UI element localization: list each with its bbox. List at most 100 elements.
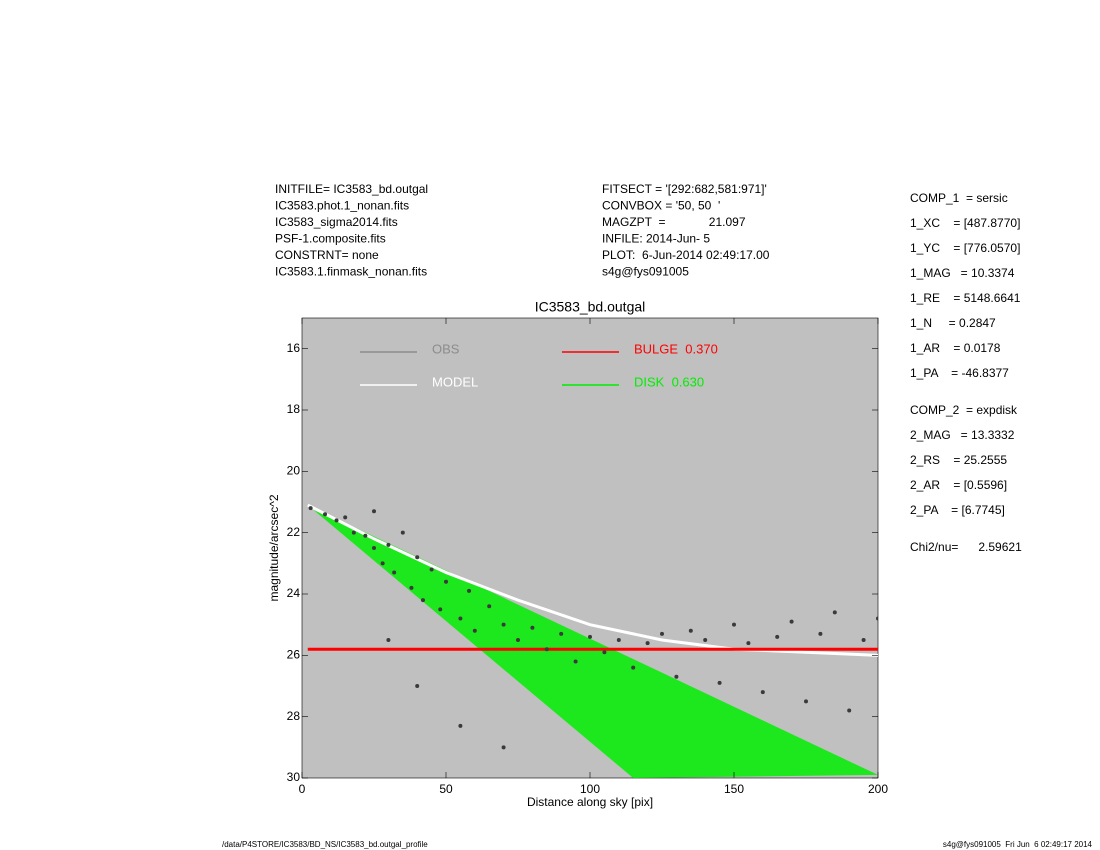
- fit-parameter: 1_XC = [487.8770]: [910, 216, 1020, 230]
- obs-point: [415, 555, 420, 560]
- y-tick-label: 18: [287, 402, 301, 416]
- obs-point: [409, 585, 414, 590]
- obs-point: [458, 723, 463, 728]
- obs-point: [588, 634, 592, 639]
- obs-point: [308, 506, 313, 511]
- obs-point: [372, 509, 376, 514]
- obs-point: [847, 708, 852, 713]
- obs-point: [420, 598, 425, 603]
- header-middle-line: CONVBOX = '50, 50 ': [602, 199, 720, 213]
- header-middle-line: s4g@fys091005: [602, 265, 689, 279]
- y-tick-label: 24: [287, 586, 301, 600]
- obs-point: [717, 680, 722, 685]
- x-tick-label: 200: [868, 782, 888, 796]
- fit-parameter: Chi2/nu= 2.59621: [910, 540, 1022, 554]
- x-tick-label: 50: [439, 782, 453, 796]
- footer-path: /data/P4STORE/IC3583/BD_NS/IC3583_bd.out…: [222, 840, 428, 849]
- obs-point: [351, 530, 356, 535]
- obs-point: [372, 546, 376, 550]
- header-middle-line: MAGZPT = 21.097: [602, 215, 746, 229]
- obs-point: [415, 684, 420, 688]
- obs-point: [559, 631, 564, 636]
- obs-point: [487, 604, 492, 609]
- obs-point: [645, 641, 650, 646]
- header-left-line: PSF-1.composite.fits: [275, 232, 386, 246]
- legend-label: BULGE 0.370: [634, 341, 718, 356]
- legend-label: OBS: [432, 341, 460, 356]
- obs-point: [400, 530, 405, 535]
- obs-point: [458, 616, 463, 621]
- obs-point: [444, 579, 448, 584]
- header-left-line: INITFILE= IC3583_bd.outgal: [275, 182, 428, 196]
- fit-parameter: COMP_1 = sersic: [910, 191, 1008, 205]
- x-tick-label: 0: [299, 782, 306, 796]
- obs-point: [775, 634, 780, 639]
- obs-point: [343, 515, 348, 520]
- y-tick-label: 16: [287, 341, 301, 355]
- obs-point: [688, 628, 693, 633]
- fit-parameter: 1_MAG = 10.3374: [910, 266, 1015, 280]
- obs-point: [472, 628, 477, 633]
- fit-parameter: 2_PA = [6.7745]: [910, 503, 1005, 517]
- obs-point: [746, 641, 751, 646]
- y-tick-label: 22: [287, 525, 301, 539]
- obs-point: [631, 665, 636, 670]
- header-middle-line: INFILE: 2014-Jun- 5: [602, 232, 710, 246]
- legend-label: MODEL: [432, 374, 478, 389]
- obs-point: [501, 745, 506, 750]
- fit-parameter: 2_RS = 25.2555: [910, 453, 1007, 467]
- footer-stamp: s4g@fys091005 Fri Jun 6 02:49:17 2014: [943, 840, 1093, 849]
- fit-parameter: 2_MAG = 13.3332: [910, 428, 1015, 442]
- obs-point: [703, 638, 708, 642]
- obs-point: [438, 607, 443, 612]
- obs-point: [832, 610, 837, 615]
- obs-point: [732, 622, 736, 627]
- fit-parameter: 1_AR = 0.0178: [910, 341, 1001, 355]
- obs-point: [386, 638, 391, 642]
- obs-point: [861, 638, 866, 642]
- x-tick-label: 150: [724, 782, 744, 796]
- y-axis-label: magnitude/arcsec^2: [267, 494, 281, 601]
- header-left-line: IC3583_sigma2014.fits: [275, 215, 398, 229]
- header-left-line: IC3583.phot.1_nonan.fits: [275, 199, 409, 213]
- fit-parameter: 2_AR = [0.5596]: [910, 478, 1007, 492]
- y-tick-label: 30: [287, 770, 301, 784]
- obs-point: [876, 616, 878, 621]
- header-left-line: IC3583.1.finmask_nonan.fits: [275, 265, 427, 279]
- obs-point: [467, 588, 472, 593]
- fit-parameter: 1_YC = [776.0570]: [910, 241, 1020, 255]
- obs-point: [380, 561, 385, 566]
- obs-point: [392, 570, 397, 575]
- obs-point: [804, 699, 808, 704]
- y-tick-label: 26: [287, 648, 301, 662]
- obs-point: [760, 690, 765, 695]
- obs-point: [323, 512, 328, 517]
- legend-label: DISK 0.630: [634, 374, 704, 389]
- fit-parameter: 1_PA = -46.8377: [910, 366, 1009, 380]
- fit-parameter: 1_N = 0.2847: [910, 316, 996, 330]
- plot-marks: [307, 503, 878, 778]
- fit-parameter: COMP_2 = expdisk: [910, 403, 1018, 417]
- obs-point: [334, 518, 339, 523]
- header-left-line: CONSTRNT= none: [275, 248, 379, 262]
- obs-point: [544, 647, 549, 652]
- obs-point: [616, 638, 621, 642]
- obs-point: [516, 638, 520, 642]
- obs-point: [602, 650, 607, 655]
- chart-title: IC3583_bd.outgal: [535, 299, 646, 315]
- obs-point: [386, 542, 391, 547]
- obs-point: [573, 659, 578, 664]
- model-line: [307, 503, 878, 657]
- obs-point: [363, 533, 368, 538]
- obs-point: [789, 619, 794, 624]
- obs-point: [818, 631, 823, 636]
- x-tick-label: 100: [580, 782, 600, 796]
- obs-point: [530, 625, 535, 630]
- x-axis-label: Distance along sky [pix]: [527, 795, 653, 809]
- fit-parameter: 1_RE = 5148.6641: [910, 291, 1021, 305]
- header-middle-line: PLOT: 6-Jun-2014 02:49:17.00: [602, 248, 770, 262]
- obs-point: [429, 567, 434, 572]
- header-middle-line: FITSECT = '[292:682,581:971]': [602, 182, 767, 196]
- y-tick-label: 20: [287, 464, 301, 478]
